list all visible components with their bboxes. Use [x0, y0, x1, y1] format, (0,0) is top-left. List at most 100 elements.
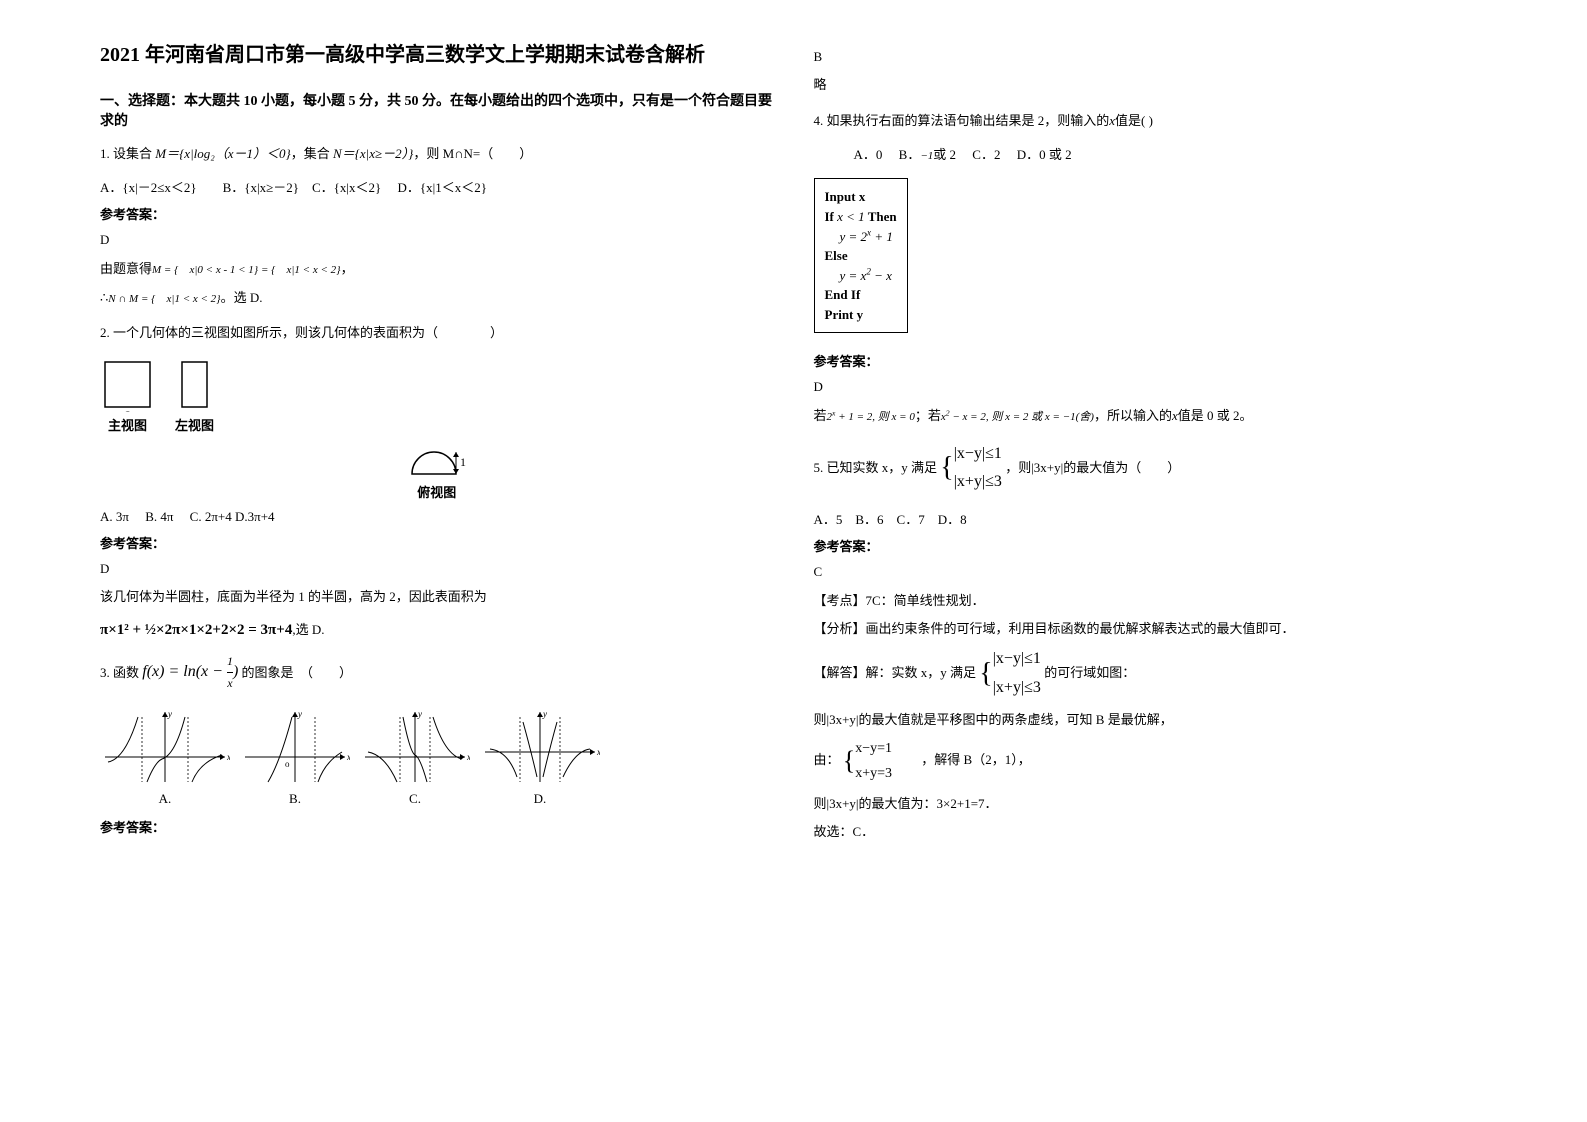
code-l5: y = x2 − x: [840, 268, 892, 283]
code-l6: End If: [825, 287, 861, 302]
question-5: 5. 已知实数 x，y 满足 { |x−y|≤1 |x+y|≤3 ，则|3x+y…: [814, 440, 1488, 498]
q5-sol3: 由： { x−y=1 x+y=3 ，解得 B（2，1），: [814, 736, 1488, 786]
q5-sol-post1: 的可行域如图：: [1044, 665, 1135, 680]
q4-opt-b-pre: B．: [899, 147, 921, 162]
q4-opt-b-post: 或 2: [933, 147, 956, 162]
q4-sol-mid1: ；若: [915, 408, 941, 423]
q2-formula-math: π×1² + ½×2π×1×2+2×2 = 3π+4: [100, 622, 292, 638]
left-column: 2021 年河南省周口市第一高级中学高三数学文上学期期末试卷含解析 一、选择题：…: [100, 40, 774, 848]
top-view: 1 俯视图: [100, 444, 774, 501]
q2-options: A. 3π B. 4π C. 2π+4 D.3π+4: [100, 506, 774, 525]
q2-answer-label: 参考答案：: [100, 533, 774, 552]
q5-sol-cond2: |x+y|≤3: [993, 674, 1041, 703]
q5-sol3-post: ，解得 B（2，1），: [895, 752, 1030, 767]
graph-c-svg: x y: [360, 707, 470, 787]
q1-answer: D: [100, 228, 774, 251]
q5-answer: C: [814, 560, 1488, 583]
right-column: B 略 4. 如果执行右面的算法语句输出结果是 2，则输入的x值是( ) A．0…: [814, 40, 1488, 848]
q5-tag1: 【考点】7C：简单线性规划．: [814, 589, 1488, 612]
q5-sol2: 则|3x+y|的最大值就是平移图中的两条虚线，可知 B 是最优解，: [814, 708, 1488, 731]
q5-sol4: 则|3x+y|的最大值为：3×2+1=7．: [814, 792, 1488, 815]
q3-answer-label: 参考答案：: [100, 817, 774, 836]
question-4: 4. 如果执行右面的算法语句输出结果是 2，则输入的x值是( ): [814, 109, 1488, 132]
main-view: 2 2 主视图: [100, 357, 155, 434]
q5-sol5: 故选：C．: [814, 820, 1488, 843]
code-l2-post: Then: [865, 209, 897, 224]
svg-text:y: y: [542, 709, 547, 719]
svg-text:y: y: [297, 709, 302, 719]
question-2-stem: 2. 一个几何体的三视图如图所示，则该几何体的表面积为（ ）: [100, 321, 774, 344]
code-l4: Else: [825, 248, 848, 263]
q1-stem-mid: ，集合: [291, 146, 333, 161]
graph-c: x y C.: [360, 707, 470, 807]
section-title: 一、选择题：本大题共 10 小题，每小题 5 分，共 50 分。在每小题给出的四…: [100, 90, 774, 130]
left-view-label: 左视图: [175, 415, 214, 434]
q1-answer-label: 参考答案：: [100, 204, 774, 223]
svg-text:1: 1: [460, 455, 466, 469]
q1-options: A．{x|－2≤x＜2} B．{x|x≥－2} C．{x|x＜2} D．{x|1…: [100, 177, 774, 196]
graph-c-label: C.: [360, 791, 470, 807]
q4-stem-post: 值是( ): [1115, 113, 1153, 128]
code-l2-cond: x < 1: [837, 209, 865, 224]
code-l1: Input x: [825, 189, 866, 204]
q1-sol-line2: ∴N ∩ M = { x|1 < x < 2}。选 D.: [100, 286, 774, 310]
q1-stem-pre: 1. 设集合: [100, 146, 155, 161]
exam-title: 2021 年河南省周口市第一高级中学高三数学文上学期期末试卷含解析: [100, 40, 774, 70]
q1-sol1-pre: 由题意得: [100, 261, 152, 276]
q4-opt-b-math: −1: [920, 150, 933, 162]
graph-d-svg: x y: [480, 707, 600, 787]
top-view-label: 俯视图: [100, 482, 774, 501]
algorithm-code: Input x If x < 1 Then y = 2x + 1 Else y …: [814, 178, 908, 333]
main-view-svg: 2 2: [100, 357, 155, 412]
q2-sol-post: ,选 D.: [292, 622, 324, 637]
q4-options: A．0 B．−1或 2 C．2 D．0 或 2: [814, 144, 1488, 163]
graph-a: x y A.: [100, 707, 230, 807]
svg-text:2: 2: [125, 408, 132, 412]
q4-opt-c: C．2: [972, 147, 1000, 162]
q3-func: f(x) = ln(x − 1x): [142, 663, 238, 680]
graph-b-svg: x y o: [240, 707, 350, 787]
q3-stem-post: 的图象是 （ ）: [242, 664, 353, 679]
top-view-svg: 1: [402, 444, 472, 479]
q5-sol3-brace: { x−y=1 x+y=3: [843, 736, 892, 786]
code-l3: y = 2x + 1: [840, 229, 893, 244]
q4-sol-pre: 若: [814, 408, 827, 423]
q4-stem-pre: 4. 如果执行右面的算法语句输出结果是 2，则输入的: [814, 113, 1110, 128]
q1-set-n: N＝{x|x≥－2）}: [333, 146, 413, 161]
left-view: 左视图: [175, 357, 214, 434]
svg-text:x: x: [596, 747, 600, 757]
q4-opt-d: D．0 或 2: [1017, 147, 1072, 162]
q5-sol3-pre: 由：: [814, 752, 840, 767]
code-l7: Print y: [825, 307, 864, 322]
q5-sol-line: 【解答】解：实数 x，y 满足 { |x−y|≤1 |x+y|≤3 的可行域如图…: [814, 645, 1488, 703]
q2-answer: D: [100, 557, 774, 580]
q1-sol2-math: N ∩ M = { x|1 < x < 2}: [108, 293, 220, 305]
q4-answer-label: 参考答案：: [814, 351, 1488, 370]
q1-sol1-post: ，: [341, 261, 354, 276]
graph-a-svg: x y: [100, 707, 230, 787]
q4-sol: 若2x + 1 = 2, 则 x = 0；若x2 − x = 2, 则 x = …: [814, 404, 1488, 428]
graph-b-label: B.: [240, 791, 350, 807]
q5-stem-post: ，则|3x+y|的最大值为（ ）: [1005, 459, 1180, 474]
q5-answer-label: 参考答案：: [814, 536, 1488, 555]
code-l2-pre: If: [825, 209, 838, 224]
graph-b: x y o B.: [240, 707, 350, 807]
three-views: 2 2 主视图 左视图: [100, 357, 774, 434]
q4-sol-mid2: ，所以输入的: [1094, 408, 1172, 423]
q5-tag2: 【分析】画出约束条件的可行域，利用目标函数的最优解求解表达式的最大值即可．: [814, 617, 1488, 640]
q5-cond2: |x+y|≤3: [954, 468, 1002, 497]
q1-sol-line1: 由题意得M = { x|0 < x - 1 < 1} = { x|1 < x <…: [100, 257, 774, 281]
q4-sol-m2: x2 − x = 2, 则 x = 2 或 x = −1(舍): [941, 411, 1094, 423]
q2-sol1: 该几何体为半圆柱，底面为半径为 1 的半圆，高为 2，因此表面积为: [100, 585, 774, 608]
q5-sol3-eq2: x+y=3: [855, 761, 892, 786]
q5-sol3-eq1: x−y=1: [855, 736, 892, 761]
q5-brace: { |x−y|≤1 |x+y|≤3: [940, 440, 1002, 498]
q3-graphs: x y A. x y o B.: [100, 707, 774, 807]
svg-text:x: x: [226, 752, 230, 762]
graph-d: x y D.: [480, 707, 600, 807]
q1-stem-post: ，则 M∩N=（ ）: [413, 146, 532, 161]
q5-stem-pre: 5. 已知实数 x，y 满足: [814, 459, 938, 474]
graph-a-label: A.: [100, 791, 230, 807]
q4-sol-m1: 2x + 1 = 2, 则 x = 0: [827, 411, 915, 423]
svg-text:x: x: [346, 752, 350, 762]
